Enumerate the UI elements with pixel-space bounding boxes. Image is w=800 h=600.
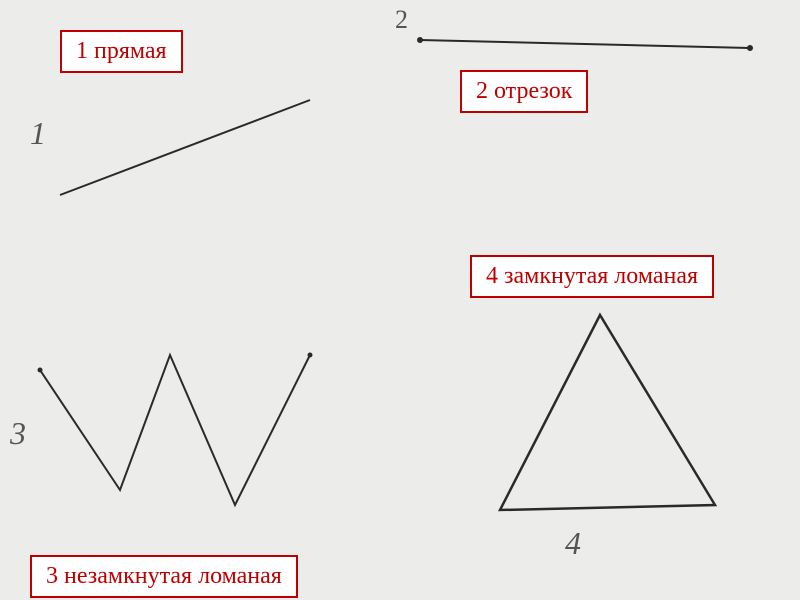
shape-closed-polyline (0, 0, 800, 600)
label-open-polyline: 3 незамкнутая ломаная (30, 555, 298, 598)
number-4: 4 (565, 525, 581, 562)
